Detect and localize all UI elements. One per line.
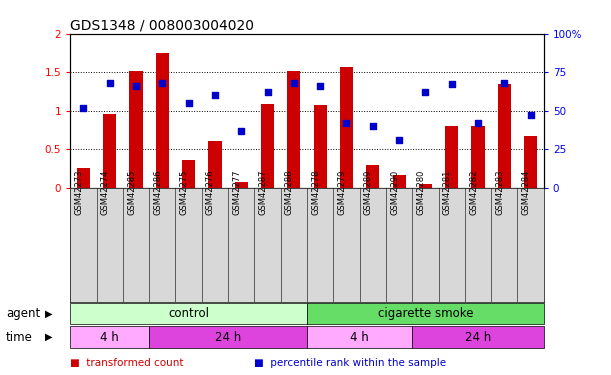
Point [342, 120, 351, 126]
Text: GSM42289: GSM42289 [364, 170, 373, 215]
Text: GSM42279: GSM42279 [337, 170, 346, 215]
Point [184, 100, 194, 106]
Bar [392, 175, 406, 188]
Text: ■  transformed count: ■ transformed count [70, 358, 184, 368]
Text: GSM42287: GSM42287 [258, 170, 268, 215]
Text: GSM42290: GSM42290 [390, 170, 399, 215]
Point [131, 83, 141, 89]
Text: GSM42285: GSM42285 [127, 170, 136, 215]
Text: ■  percentile rank within the sample: ■ percentile rank within the sample [254, 358, 445, 368]
Text: GSM42281: GSM42281 [443, 170, 452, 215]
Text: 24 h: 24 h [215, 331, 241, 344]
Point [525, 112, 535, 118]
Text: GSM42277: GSM42277 [232, 170, 241, 215]
Bar [340, 67, 353, 188]
Point [289, 80, 299, 86]
Text: cigarette smoke: cigarette smoke [378, 307, 473, 320]
Bar [498, 84, 511, 188]
Point [263, 89, 273, 95]
Bar [307, 303, 544, 324]
Bar [182, 160, 196, 188]
Bar [445, 126, 458, 188]
Point [105, 80, 115, 86]
Bar [472, 126, 485, 188]
Point [447, 81, 456, 87]
Point [368, 123, 378, 129]
Point [236, 128, 246, 134]
Point [499, 80, 509, 86]
Bar [70, 303, 307, 324]
Bar [70, 326, 149, 348]
Bar [366, 165, 379, 188]
Text: GSM42278: GSM42278 [311, 170, 320, 215]
Text: GSM42283: GSM42283 [496, 170, 504, 215]
Text: 4 h: 4 h [100, 331, 119, 344]
Text: GDS1348 / 008003004020: GDS1348 / 008003004020 [70, 19, 254, 33]
Text: GSM42282: GSM42282 [469, 170, 478, 215]
Text: GSM42274: GSM42274 [101, 170, 110, 215]
Text: time: time [6, 331, 33, 344]
Bar [156, 53, 169, 188]
Bar [208, 141, 222, 188]
Bar [412, 326, 544, 348]
Bar [77, 168, 90, 188]
Text: 24 h: 24 h [465, 331, 491, 344]
Bar [261, 105, 274, 188]
Point [79, 105, 89, 111]
Point [158, 80, 167, 86]
Bar [287, 71, 301, 188]
Bar [307, 326, 412, 348]
Bar [235, 182, 248, 188]
Text: ▶: ▶ [45, 332, 52, 342]
Bar [130, 71, 142, 188]
Point [315, 83, 325, 89]
Point [420, 89, 430, 95]
Point [210, 92, 220, 98]
Text: 4 h: 4 h [350, 331, 369, 344]
Text: control: control [168, 307, 209, 320]
Text: GSM42276: GSM42276 [206, 170, 215, 215]
Text: GSM42273: GSM42273 [75, 170, 84, 215]
Text: GSM42280: GSM42280 [417, 170, 425, 215]
Text: GSM42286: GSM42286 [153, 170, 163, 215]
Bar [419, 184, 432, 188]
Text: ▶: ▶ [45, 309, 52, 318]
Bar [524, 136, 537, 188]
Point [394, 137, 404, 143]
Text: GSM42284: GSM42284 [522, 170, 530, 215]
Point [473, 120, 483, 126]
Text: GSM42288: GSM42288 [285, 170, 294, 215]
Text: GSM42275: GSM42275 [180, 170, 189, 215]
Bar [103, 114, 116, 188]
Bar [313, 105, 327, 188]
Text: agent: agent [6, 307, 40, 320]
Bar [149, 326, 307, 348]
